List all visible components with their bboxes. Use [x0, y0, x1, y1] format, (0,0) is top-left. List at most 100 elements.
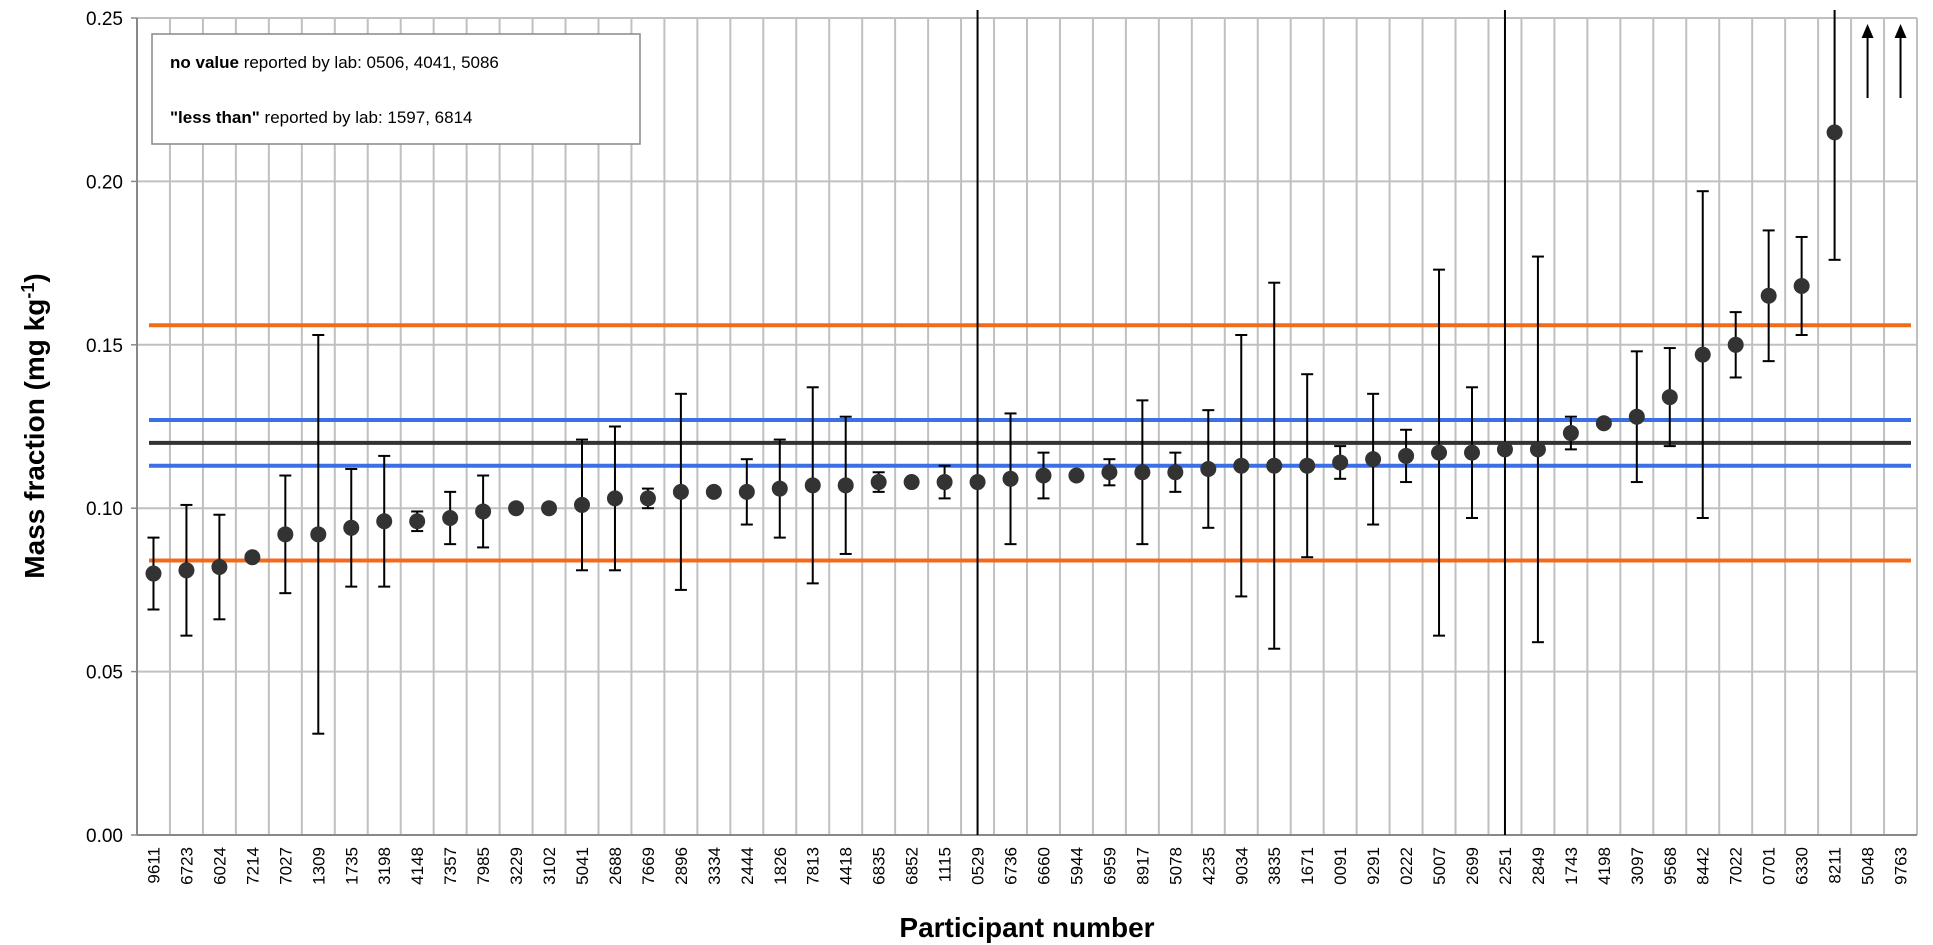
x-tick-label: 4235: [1199, 847, 1218, 885]
x-tick-label: 4198: [1595, 847, 1614, 885]
point: [936, 474, 953, 491]
point: [837, 477, 854, 494]
x-tick-label: 2688: [606, 847, 625, 885]
point: [1661, 389, 1678, 406]
x-tick-label: 3198: [375, 847, 394, 885]
x-tick-label: 5944: [1067, 847, 1086, 885]
point: [639, 490, 656, 507]
x-tick-label: 6330: [1793, 847, 1812, 885]
point: [705, 483, 722, 500]
x-tick-label: 2849: [1529, 847, 1548, 885]
y-tick-label: 0.10: [86, 499, 123, 520]
point: [376, 513, 393, 530]
note: "less than" reported by lab: 1597, 6814: [170, 108, 473, 127]
x-tick-label: 6723: [177, 847, 196, 885]
x-tick-label: 1309: [309, 847, 328, 885]
y-tick-label: 0.20: [86, 172, 123, 193]
x-tick-label: 9611: [144, 847, 163, 884]
point: [244, 549, 261, 566]
point: [1200, 460, 1217, 477]
note-text: reported by lab: 1597, 6814: [260, 108, 473, 127]
x-tick-label: 7669: [639, 847, 658, 885]
x-tick-label: 3835: [1265, 847, 1284, 885]
off-scale-arrowhead: [1894, 24, 1907, 38]
x-tick-label: 2896: [672, 847, 691, 885]
point: [738, 483, 755, 500]
x-tick-label: 5048: [1859, 847, 1878, 885]
x-tick-label: 6024: [210, 847, 229, 885]
point: [804, 477, 821, 494]
point: [1464, 444, 1480, 461]
x-tick-label: 3334: [705, 847, 724, 885]
x-tick-label: 6660: [1034, 847, 1053, 885]
x-tick-label: 0701: [1760, 847, 1779, 885]
point: [1233, 457, 1250, 474]
x-tick-label: 9291: [1364, 847, 1383, 885]
note-bold: no value: [170, 53, 239, 72]
x-tick-label: 2699: [1463, 847, 1482, 885]
x-tick-label: 6835: [870, 847, 889, 885]
y-tick-label: 0.25: [86, 9, 123, 30]
point: [1035, 467, 1052, 484]
point: [1431, 444, 1448, 461]
x-axis-title: Participant number: [899, 912, 1154, 943]
y-tick-label: 0.00: [86, 826, 123, 847]
x-tick-label: 1115: [936, 847, 955, 882]
point: [541, 500, 558, 517]
point: [310, 526, 327, 543]
point: [277, 526, 294, 543]
x-tick-label: 6736: [1002, 847, 1021, 885]
point: [903, 474, 920, 491]
point: [178, 562, 195, 579]
x-tick-label: 3229: [507, 847, 526, 885]
point: [1727, 336, 1744, 353]
x-tick-label: 5007: [1430, 847, 1449, 885]
y-axis-title-sup: -1: [18, 283, 38, 299]
point: [475, 503, 492, 520]
point: [969, 474, 986, 491]
y-tick-label: 0.05: [86, 663, 123, 684]
x-tick-label: 0091: [1331, 847, 1350, 885]
note-text: reported by lab: 0506, 4041, 5086: [239, 53, 499, 72]
point: [1101, 464, 1118, 481]
point: [409, 513, 426, 530]
point: [1299, 457, 1316, 474]
x-tick-label: 9763: [1892, 847, 1911, 885]
point: [1694, 346, 1711, 363]
point: [1365, 451, 1382, 468]
note-bold: "less than": [170, 108, 260, 127]
point: [1167, 464, 1184, 481]
point: [1134, 464, 1151, 481]
y-tick-label: 0.15: [86, 336, 123, 357]
point: [1529, 441, 1546, 458]
point: [1826, 124, 1843, 141]
x-tick-label: 9568: [1661, 847, 1680, 885]
point: [574, 496, 590, 513]
x-tick-label: 6959: [1100, 847, 1119, 885]
x-tick-label: 8442: [1694, 847, 1713, 885]
x-tick-label: 1735: [342, 847, 361, 885]
point: [343, 519, 360, 536]
x-tick-label: 3097: [1628, 847, 1647, 885]
point: [1332, 454, 1349, 471]
point: [1595, 415, 1612, 432]
off-scale-arrowhead: [1861, 24, 1874, 38]
x-tick-label: 4418: [837, 847, 856, 885]
x-tick-label: 9034: [1232, 847, 1251, 885]
x-tick-label: 6852: [903, 847, 922, 885]
x-tick-label: 1671: [1298, 847, 1317, 885]
point: [211, 559, 228, 576]
x-tick-label: 3102: [540, 847, 559, 885]
y-axis-title-text: Mass fraction (mg kg: [19, 299, 50, 579]
x-tick-label: 7813: [804, 847, 823, 885]
x-tick-label: 7357: [441, 847, 460, 885]
point: [1068, 467, 1085, 484]
x-tick-label: 8211: [1826, 847, 1845, 884]
x-tick-label: 2251: [1496, 847, 1515, 885]
point: [672, 483, 689, 500]
x-tick-label: 0529: [969, 847, 988, 885]
point: [1562, 425, 1579, 442]
x-tick-label: 2444: [738, 847, 757, 885]
point: [870, 474, 887, 491]
